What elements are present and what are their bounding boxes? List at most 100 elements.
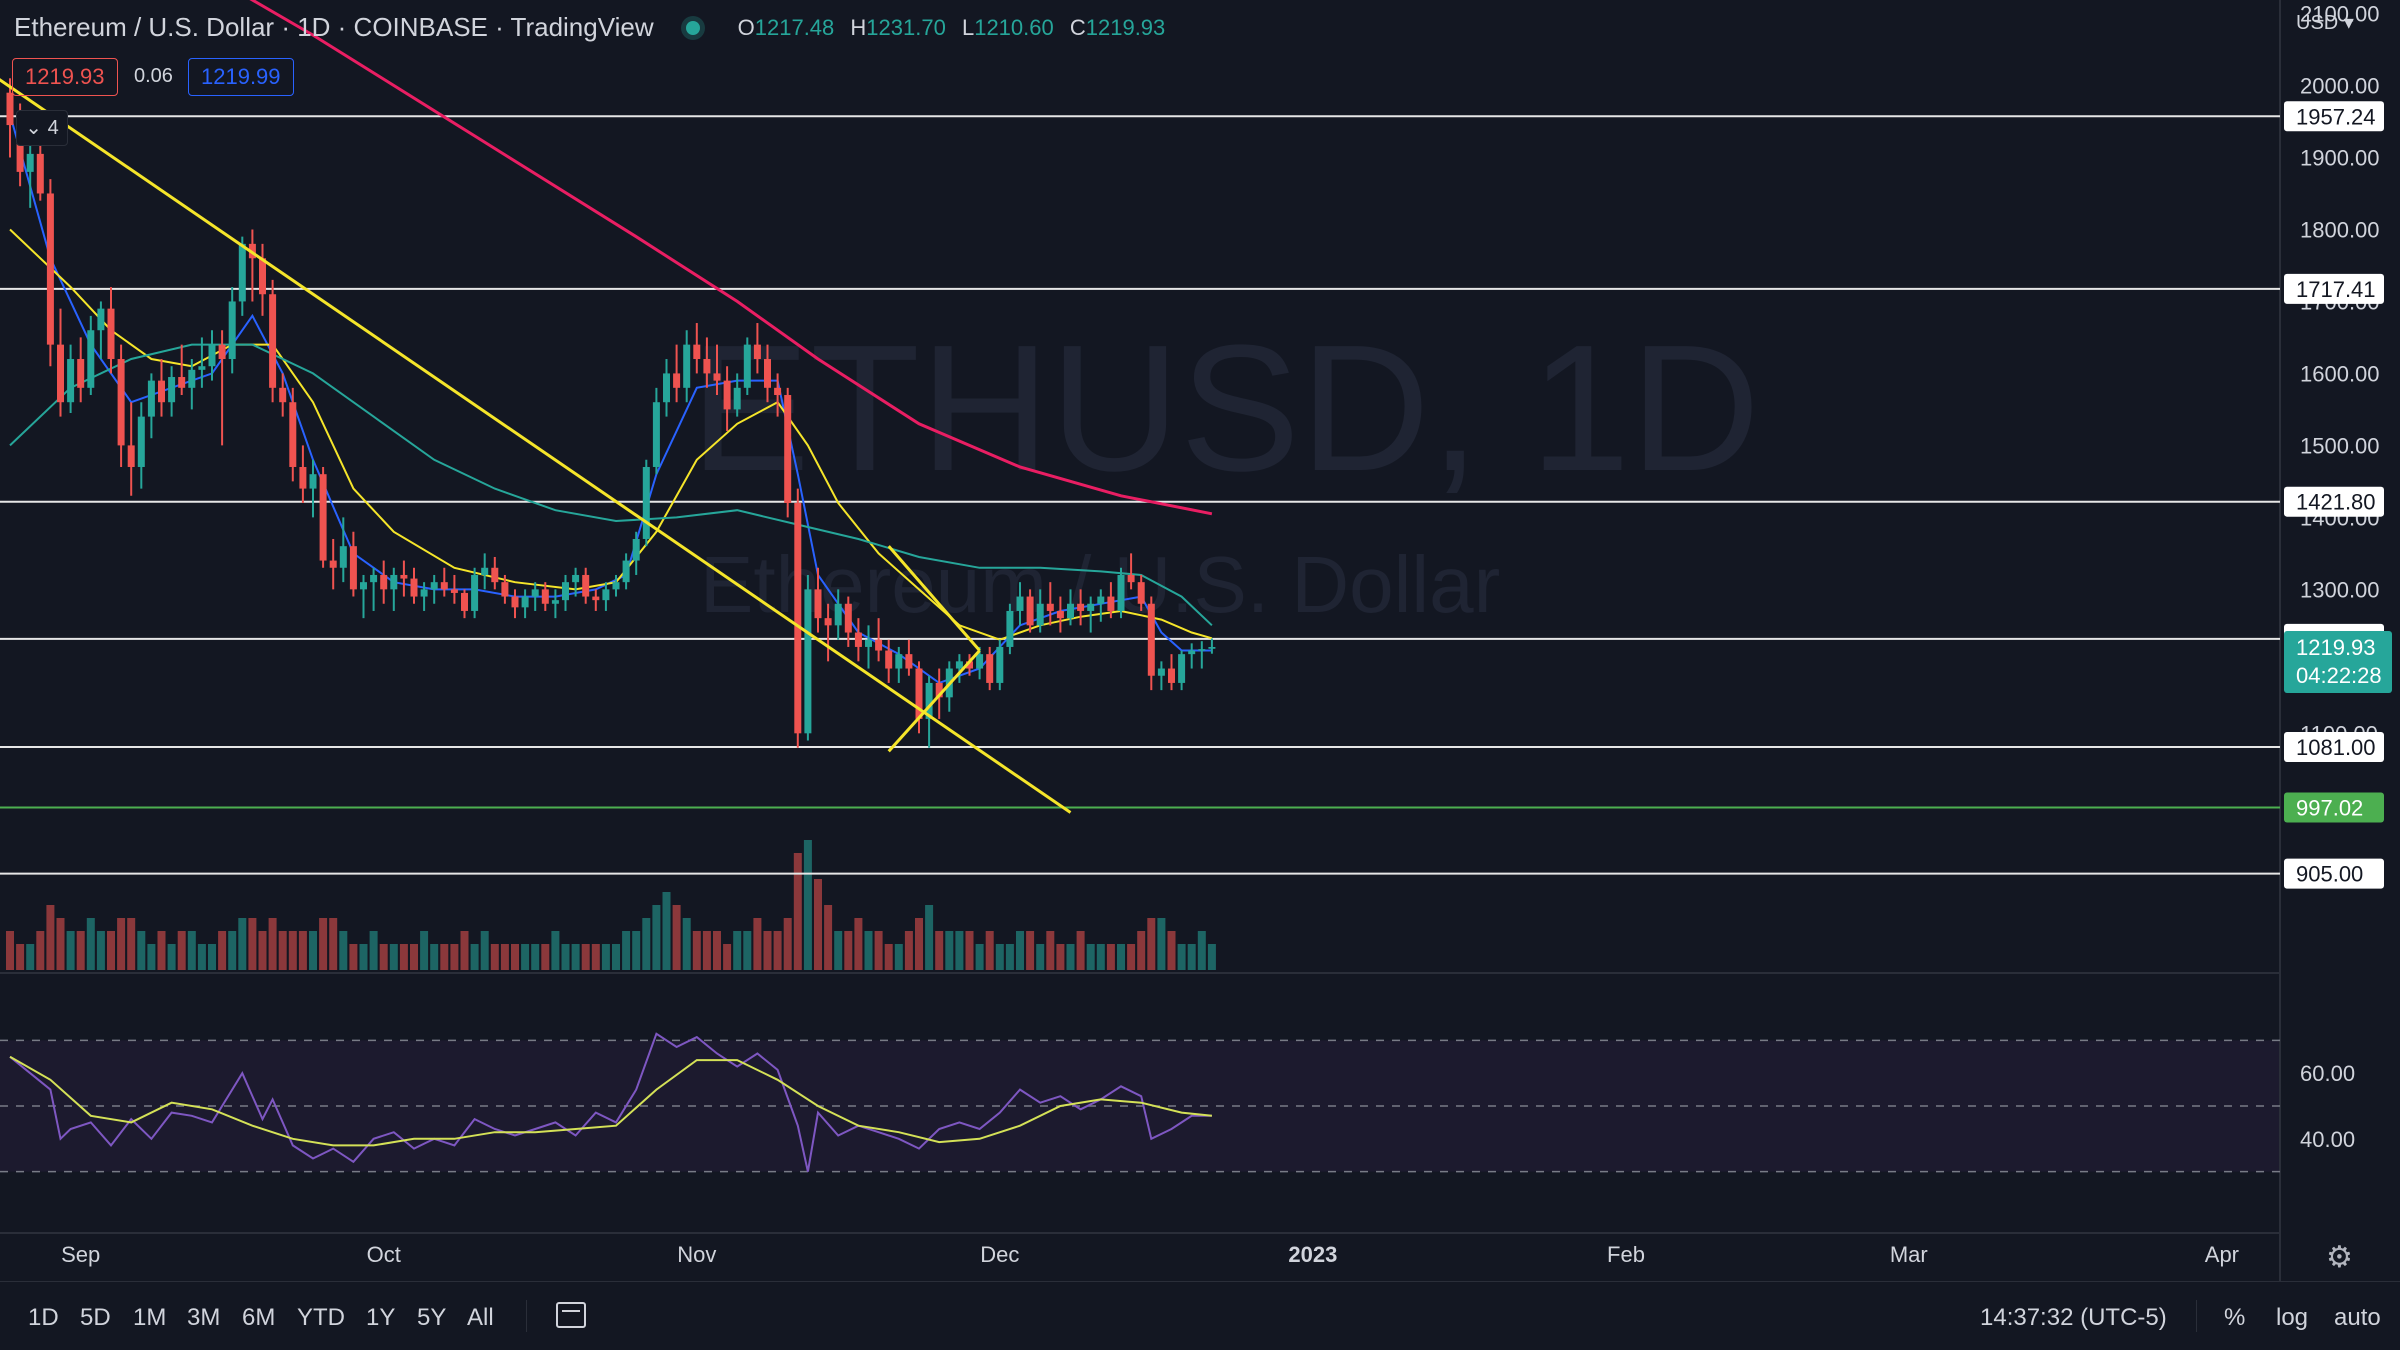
timeframe-all[interactable]: All: [467, 1304, 494, 1331]
candle-body: [430, 582, 438, 590]
volume-bar: [258, 931, 267, 970]
candle-body: [733, 387, 741, 410]
timeframe-5y[interactable]: 5Y: [417, 1304, 447, 1331]
candle: [46, 179, 54, 367]
sell-button[interactable]: 1219.93: [12, 58, 118, 96]
candle: [622, 553, 630, 590]
candle-body: [461, 592, 468, 611]
candle: [1046, 582, 1054, 626]
volume-bar: [743, 931, 752, 970]
volume-bars: [6, 840, 1216, 970]
candle: [1157, 661, 1165, 691]
volume-bar: [864, 931, 873, 970]
candle: [380, 560, 388, 604]
candle: [572, 567, 580, 597]
candle: [966, 654, 973, 676]
candle: [743, 337, 751, 396]
candle: [57, 308, 64, 417]
candle-body: [147, 380, 155, 417]
candle-body: [814, 589, 822, 619]
volume-bar: [511, 944, 519, 970]
candle: [481, 553, 489, 590]
timeframe-ytd[interactable]: YTD: [297, 1304, 345, 1331]
volume-bar: [96, 931, 105, 970]
candle-body: [996, 646, 1004, 683]
volume-bar: [117, 918, 126, 970]
candle-body: [208, 344, 216, 367]
candle-body: [562, 582, 569, 601]
volume-bar: [268, 918, 277, 970]
volume-bar: [783, 918, 792, 970]
candle-body: [713, 373, 721, 381]
candle: [632, 531, 640, 575]
candle-body: [854, 632, 862, 647]
volume-bar: [945, 931, 954, 970]
indicators-collapse-button[interactable]: ⌄ 4: [16, 110, 68, 146]
volume-bar: [349, 944, 358, 970]
volume-bar: [561, 944, 570, 970]
volume-bar: [470, 944, 479, 970]
candle-body: [875, 639, 883, 651]
volume-bar: [177, 931, 186, 970]
candle: [137, 402, 145, 489]
candle-body: [299, 466, 307, 489]
candle: [67, 344, 75, 414]
volume-bar: [430, 944, 439, 970]
price-tick-label: 1300.00: [2300, 577, 2380, 602]
timeframe-3m[interactable]: 3M: [187, 1304, 221, 1331]
settings-gear-icon[interactable]: ⚙: [2326, 1241, 2353, 1274]
timeframe-5d[interactable]: 5D: [80, 1304, 111, 1331]
candle-body: [1026, 596, 1034, 626]
volume-bar: [652, 905, 661, 970]
volume-bar: [490, 944, 499, 970]
market-status-icon: [685, 20, 700, 35]
volume-bar: [1046, 931, 1055, 970]
currency-menu[interactable]: USD ▾: [2296, 12, 2354, 34]
volume-bar: [1016, 931, 1024, 970]
candle-body: [673, 373, 681, 388]
percent-toggle[interactable]: %: [2224, 1304, 2246, 1331]
volume-bar: [410, 944, 418, 970]
candle-body: [279, 387, 287, 403]
candle-body: [774, 387, 782, 396]
volume-bar: [1197, 931, 1206, 970]
divider: [526, 1300, 527, 1332]
timeframe-1d[interactable]: 1D: [28, 1304, 59, 1331]
auto-toggle[interactable]: auto: [2334, 1304, 2381, 1331]
timeframe-1m[interactable]: 1M: [133, 1304, 167, 1331]
candle-body: [1208, 646, 1216, 649]
date-range-icon[interactable]: [556, 1302, 586, 1328]
candle-body: [16, 125, 24, 172]
candle: [259, 243, 266, 316]
candle-body: [663, 373, 670, 403]
level-label: 905.00: [2296, 862, 2363, 887]
timeframe-6m[interactable]: 6M: [242, 1304, 276, 1331]
candle-body: [844, 603, 852, 633]
log-toggle[interactable]: log: [2276, 1304, 2309, 1331]
candle: [26, 143, 34, 208]
volume-bar: [915, 918, 923, 970]
volume-bar: [753, 918, 762, 970]
candle: [834, 589, 842, 640]
candle-body: [1147, 603, 1155, 676]
symbol-title[interactable]: Ethereum / U.S. Dollar · 1D · COINBASE ·…: [14, 12, 654, 42]
timeframe-1y[interactable]: 1Y: [366, 1304, 396, 1331]
candle-body: [259, 258, 266, 295]
candle: [875, 618, 883, 662]
volume-bar: [319, 918, 328, 970]
volume-bar: [369, 931, 378, 970]
candles: [6, 78, 1216, 748]
candle: [663, 359, 670, 417]
candle-body: [1157, 668, 1165, 676]
candle: [390, 567, 398, 611]
candle-body: [491, 567, 499, 583]
volume-bar: [278, 931, 287, 970]
candle-body: [976, 654, 984, 669]
candle-body: [1137, 582, 1145, 604]
volume-bar: [985, 931, 994, 970]
volume-bar: [662, 892, 671, 970]
buy-button[interactable]: 1219.99: [188, 58, 294, 96]
volume-bar: [339, 931, 348, 970]
volume-bar: [399, 944, 408, 970]
